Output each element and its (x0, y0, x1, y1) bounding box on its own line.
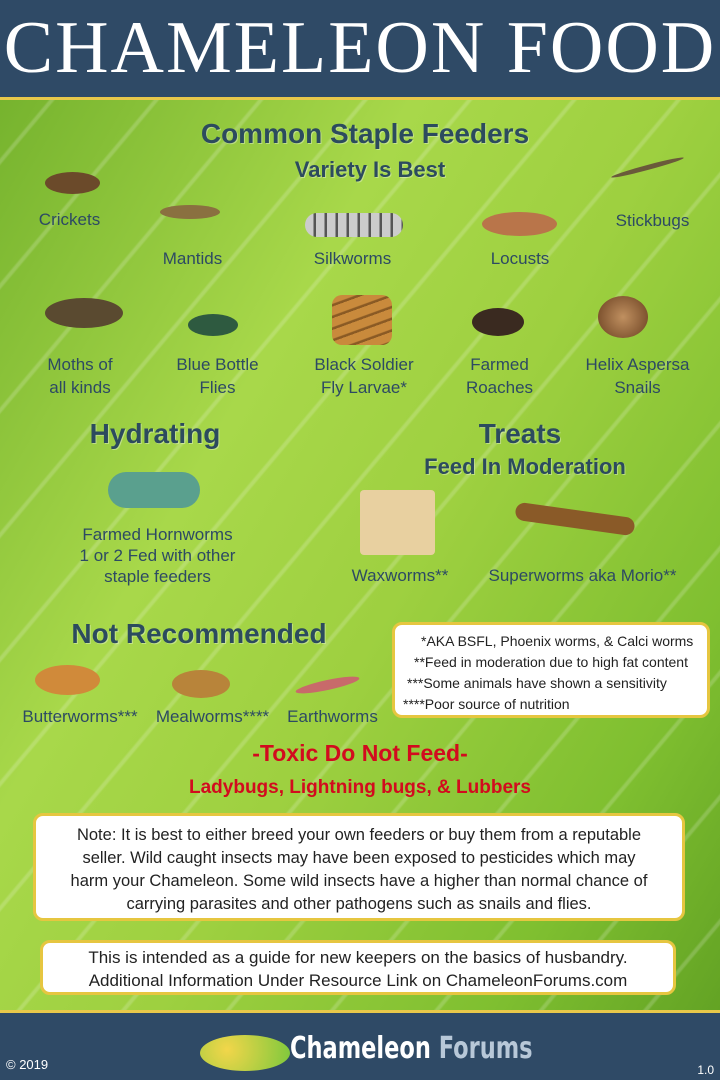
bsfl-label: Black Soldier Fly Larvae* (314, 355, 414, 397)
waxworm-icon (360, 490, 435, 555)
cricket-icon (45, 172, 100, 194)
superworms-label: Superworms aka Morio** (488, 566, 677, 585)
hydrating-heading: Hydrating (89, 418, 221, 449)
mantids-label: Mantids (162, 249, 223, 268)
roaches-label: Farmed Roaches (465, 355, 534, 397)
silkworms-label: Silkworms (313, 249, 392, 268)
not-recommended-heading: Not Recommended (71, 618, 327, 649)
mantid-icon (160, 205, 220, 219)
butterworm-icon (35, 665, 100, 695)
crickets-label: Crickets (38, 210, 101, 229)
footnote: **Feed in moderation due to high fat con… (414, 654, 688, 670)
snail-icon (598, 296, 648, 338)
snails-label: Helix Aspersa Snails (585, 355, 690, 397)
earthworms-label: Earthworms (287, 707, 378, 726)
toxic-heading: -Toxic Do Not Feed- (252, 740, 468, 766)
locust-icon (482, 212, 557, 236)
mealworms-label: Mealworms**** (155, 707, 270, 726)
guide-box: This is intended as a guide for new keep… (40, 940, 676, 995)
footnotes-box: *AKA BSFL, Phoenix worms, & Calci worms … (392, 622, 710, 718)
logo-text: Chameleon (290, 1031, 431, 1066)
hornworm-icon (108, 472, 200, 508)
butterworms-label: Butterworms*** (22, 707, 138, 726)
footnote: ****Poor source of nutrition (403, 696, 570, 712)
toxic-items: Ladybugs, Lightning bugs, & Lubbers (189, 777, 531, 798)
logo-text: Forums (438, 1031, 533, 1066)
locusts-label: Locusts (490, 249, 550, 268)
waxworms-label: Waxworms** (351, 566, 449, 585)
treats-subheading: Feed In Moderation (424, 454, 626, 479)
note-box: Note: It is best to either breed your ow… (33, 813, 685, 921)
moths-label: Moths of all kinds (47, 355, 113, 397)
version: 1.0 (697, 1063, 714, 1077)
staple-subheading: Variety Is Best (294, 157, 446, 182)
moth-icon (45, 298, 123, 328)
header: CHAMELEON FOOD (0, 0, 720, 100)
page-title: CHAMELEON FOOD (3, 7, 717, 89)
mealworm-icon (172, 670, 230, 698)
silkworm-icon (305, 213, 403, 237)
flies-label: Blue Bottle Flies (176, 355, 259, 397)
staple-heading: Common Staple Feeders (200, 118, 530, 149)
logo[interactable]: Chameleon Forums (290, 1031, 533, 1066)
chameleon-logo-icon (200, 1035, 290, 1071)
stickbugs-label: Stickbugs (615, 211, 690, 230)
footnote: *AKA BSFL, Phoenix worms, & Calci worms (421, 633, 694, 649)
footer: © 2019 Chameleon Forums 1.0 (0, 1010, 720, 1080)
treats-heading: Treats (478, 418, 562, 449)
roach-icon (472, 308, 524, 336)
hornworms-label: Farmed Hornworms 1 or 2 Fed with other s… (79, 525, 236, 586)
fly-icon (188, 314, 238, 336)
copyright: © 2019 (6, 1057, 49, 1072)
bsfl-icon (332, 295, 392, 345)
footnote: ***Some animals have shown a sensitivity (407, 675, 667, 691)
